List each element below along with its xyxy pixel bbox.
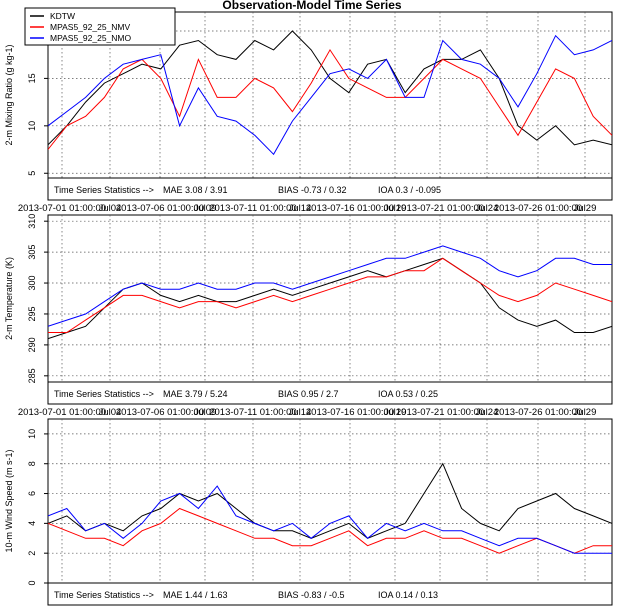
stats-label: Time Series Statistics --> <box>54 590 154 600</box>
x-tick-label: Jul19 <box>384 203 407 214</box>
stats-bias: BIAS -0.83 / -0.5 <box>278 590 345 600</box>
panel-frame <box>47 418 613 606</box>
x-tick-label: Jul09 <box>194 203 217 214</box>
series-line-kdtw <box>48 462 612 539</box>
y-tick-label: 10 <box>27 121 37 131</box>
x-tick-label: Jul29 <box>574 407 597 418</box>
stats-mae: MAE 3.08 / 3.91 <box>163 185 228 195</box>
y-axis-label: 2-m Mixing Ratio (g kg-1) <box>4 44 14 145</box>
stats-mae: MAE 1.44 / 1.63 <box>163 590 228 600</box>
series-line-mpas5-92-25-nmo <box>48 485 612 554</box>
x-tick-label: Jul04 <box>99 407 122 418</box>
legend: KDTW MPAS5_92_25_NMV MPAS5_92_25_NMO <box>24 7 176 46</box>
panel-frame <box>47 11 613 201</box>
y-tick-label: 8 <box>27 461 37 466</box>
series-line-mpas5-92-25-nmv <box>48 257 612 333</box>
y-tick-label: 310 <box>27 214 37 229</box>
x-tick-label: 2013-07-21 01:00:00 <box>396 203 484 214</box>
series-line-mpas5-92-25-nmv <box>48 48 612 150</box>
stats-ioa: IOA 0.53 / 0.25 <box>378 389 438 399</box>
x-tick-label: Jul24 <box>476 203 499 214</box>
chart-title: Observation-Model Time Series <box>222 0 401 12</box>
x-tick-label: Jul29 <box>574 203 597 214</box>
series-line-mpas5-92-25-nmv <box>48 507 612 554</box>
y-axis-label: 10-m Wind Speed (m s-1) <box>4 449 14 552</box>
y-tick-label: 300 <box>27 276 37 291</box>
y-tick-label: 0 <box>27 580 37 585</box>
x-tick-label: 2013-07-16 01:00:00 <box>306 407 394 418</box>
y-tick-label: 2 <box>27 551 37 556</box>
x-tick-label: Jul04 <box>99 203 122 214</box>
y-tick-label: 6 <box>27 491 37 496</box>
x-tick-label: 2013-07-06 01:00:00 <box>116 203 204 214</box>
x-tick-label: 2013-07-01 01:00:00 <box>18 203 106 214</box>
panel-frame <box>47 214 613 405</box>
x-tick-label: Jul24 <box>476 407 499 418</box>
x-tick-label: Jul14 <box>289 407 312 418</box>
x-tick-label: 2013-07-06 01:00:00 <box>116 407 204 418</box>
stats-ioa: IOA 0.14 / 0.13 <box>378 590 438 600</box>
y-tick-label: 10 <box>27 429 37 439</box>
panel-1: 51015202-m Mixing Ratio (g kg-1)Time Ser… <box>4 11 613 214</box>
y-axis-label: 2-m Temperature (K) <box>4 257 14 340</box>
stats-mae: MAE 3.79 / 5.24 <box>163 389 228 399</box>
y-tick-label: 4 <box>27 521 37 526</box>
series-line-mpas5-92-25-nmo <box>48 34 612 156</box>
x-tick-label: 2013-07-26 01:00:00 <box>494 407 582 418</box>
stats-bias: BIAS -0.73 / 0.32 <box>278 185 347 195</box>
y-tick-label: 285 <box>27 368 37 383</box>
stats-label: Time Series Statistics --> <box>54 185 154 195</box>
y-tick-label: 305 <box>27 245 37 260</box>
legend-box <box>24 7 176 46</box>
x-tick-label: Jul19 <box>384 407 407 418</box>
panel-3: 0 2 4 6 8 10 10-m Wind Speed (m s-1) Time Serie… <box>4 418 613 606</box>
x-tick-label: 2013-07-11 01:00:00 <box>209 407 297 418</box>
series-line-kdtw <box>48 30 612 146</box>
x-tick-label: Jul09 <box>194 407 217 418</box>
legend-label-nmo: MPAS5_92_25_NMO <box>50 33 131 43</box>
x-tick-label: Jul14 <box>289 203 312 214</box>
stats-ioa: IOA 0.3 / -0.095 <box>378 185 441 195</box>
legend-label-kdtw: KDTW <box>50 11 75 21</box>
legend-label-nmv: MPAS5_92_25_NMV <box>50 22 130 32</box>
y-tick-label: 5 <box>27 171 37 176</box>
y-tick-label: 295 <box>27 306 37 321</box>
stats-bias: BIAS 0.95 / 2.7 <box>278 389 339 399</box>
panel-2: 285 290 295 300 305 310 2-m Temperature (K) Tim… <box>4 214 613 418</box>
stats-label: Time Series Statistics --> <box>54 389 154 399</box>
x-tick-label: 2013-07-16 01:00:00 <box>306 203 394 214</box>
y-tick-label: 290 <box>27 337 37 352</box>
x-tick-label: 2013-07-11 01:00:00 <box>209 203 297 214</box>
x-tick-label: 2013-07-01 01:00:00 <box>18 407 106 418</box>
series-line-mpas5-92-25-nmo <box>48 245 612 327</box>
y-tick-label: 15 <box>27 73 37 83</box>
x-tick-label: 2013-07-26 01:00:00 <box>494 203 582 214</box>
x-tick-label: 2013-07-21 01:00:00 <box>396 407 484 418</box>
